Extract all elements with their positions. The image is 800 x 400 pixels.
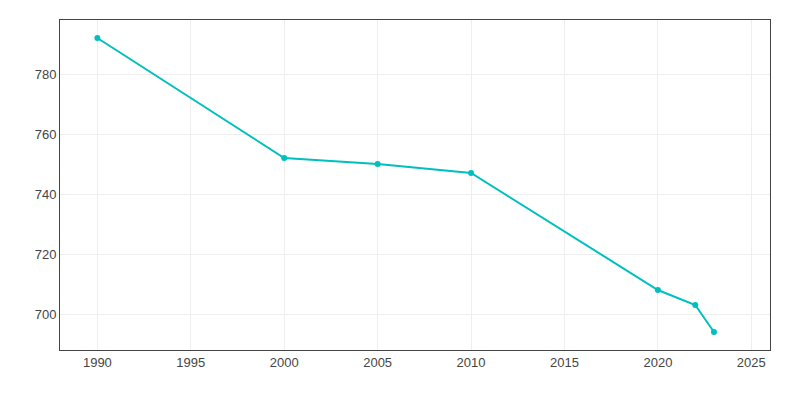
svg-text:1990: 1990 [83, 355, 112, 370]
svg-text:740: 740 [35, 187, 57, 202]
svg-text:2020: 2020 [643, 355, 672, 370]
svg-text:2005: 2005 [363, 355, 392, 370]
svg-text:760: 760 [35, 127, 57, 142]
svg-text:700: 700 [35, 307, 57, 322]
svg-text:780: 780 [35, 67, 57, 82]
svg-text:2010: 2010 [457, 355, 486, 370]
svg-text:2015: 2015 [550, 355, 579, 370]
svg-text:2000: 2000 [270, 355, 299, 370]
svg-text:720: 720 [35, 247, 57, 262]
svg-text:1995: 1995 [176, 355, 205, 370]
svg-text:2025: 2025 [737, 355, 766, 370]
